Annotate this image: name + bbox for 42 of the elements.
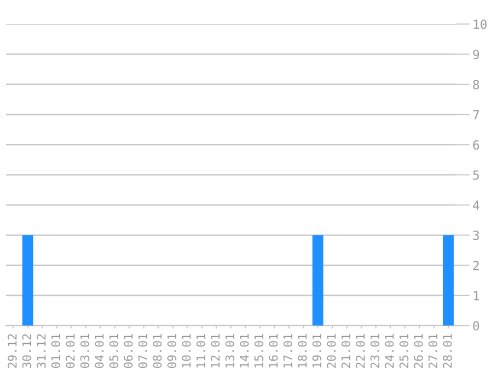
y-tick-label: 7 xyxy=(473,110,479,120)
x-tick-label: 31.12 xyxy=(36,334,46,368)
y-tick-label: 9 xyxy=(473,50,480,60)
x-tick-label: 01.01 xyxy=(51,334,60,368)
x-tick-label: 15.01 xyxy=(254,334,264,368)
y-tick-label: 10 xyxy=(474,20,487,30)
x-tick-label: 21.01 xyxy=(341,334,350,368)
x-tick-label: 03.01 xyxy=(80,334,90,368)
x-tick-label: 29.12 xyxy=(8,334,17,368)
x-tick-label: 12.01 xyxy=(210,334,220,368)
x-tick-label: 08.01 xyxy=(152,334,162,368)
x-tick-label: 04.01 xyxy=(94,334,104,368)
x-tick-label: 23.01 xyxy=(370,334,380,368)
y-tick-label: 5 xyxy=(473,170,479,180)
y-tick-label: 1 xyxy=(474,291,480,300)
y-tick-label: 6 xyxy=(473,140,480,150)
y-tick-label: 4 xyxy=(472,200,480,210)
x-tick-label: 10.01 xyxy=(182,334,191,368)
y-tick-label: 3 xyxy=(473,230,479,240)
x-tick-label: 18.01 xyxy=(298,334,307,368)
x-tick-label: 25.01 xyxy=(399,334,408,368)
x-tick-label: 16.01 xyxy=(268,334,278,368)
y-tick-label: 0 xyxy=(473,321,480,331)
x-tick-label: 19.01 xyxy=(312,334,322,368)
x-tick-label: 07.01 xyxy=(138,334,148,368)
x-tick-label: 26.01 xyxy=(414,334,423,368)
x-tick-label: 27.01 xyxy=(428,334,438,368)
x-tick-label: 20.01 xyxy=(326,334,336,368)
x-tick-label: 22.01 xyxy=(356,334,365,368)
x-tick-label: 05.01 xyxy=(109,334,118,368)
x-tick-label: 09.01 xyxy=(167,334,176,368)
x-tick-label: 02.01 xyxy=(66,334,75,368)
x-tick-label: 28.01 xyxy=(442,334,452,368)
x-tick-label: 24.01 xyxy=(384,334,394,368)
x-tick-label: 06.01 xyxy=(124,334,133,368)
x-tick-label: 30.12 xyxy=(22,334,32,368)
x-tick-label: 17.01 xyxy=(283,334,292,368)
x-tick-label: 14.01 xyxy=(240,334,249,368)
y-tick-label: 2 xyxy=(473,260,479,270)
x-tick-label: 11.01 xyxy=(196,334,206,368)
x-tick-label: 13.01 xyxy=(225,334,234,368)
y-tick-label: 8 xyxy=(473,80,480,90)
